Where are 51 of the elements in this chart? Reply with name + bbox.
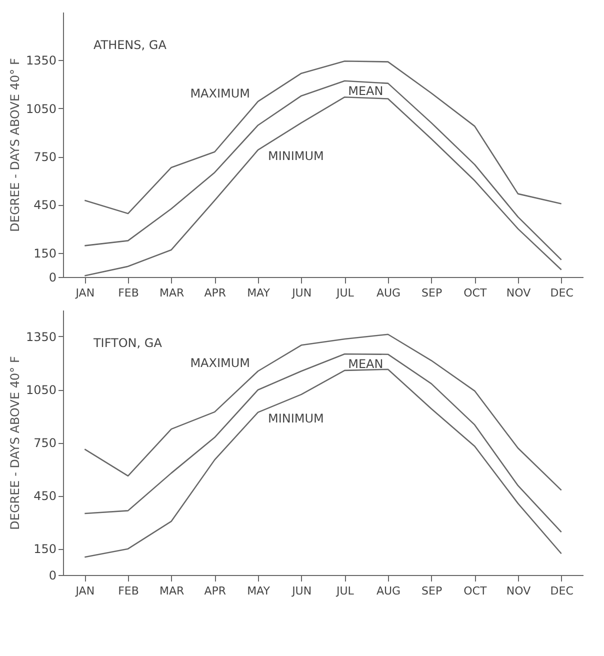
y-tick-label: 1350 — [26, 330, 56, 344]
series-label: MEAN — [348, 356, 384, 371]
x-tick-label: NOV — [506, 286, 532, 300]
x-tick-label: APR — [204, 584, 226, 598]
line-series — [84, 353, 562, 533]
y-tick-label: 1050 — [26, 102, 56, 116]
x-tick-label: MAY — [247, 584, 270, 598]
y-axis-title: DEGREE - DAYS ABOVE 40° F — [8, 58, 22, 232]
x-tick-label: AUG — [376, 286, 401, 300]
x-tick-label: AUG — [376, 584, 401, 598]
x-tick-label: JAN — [74, 286, 95, 300]
line-series — [84, 368, 562, 558]
y-tick-label: 0 — [48, 568, 56, 582]
y-tick-label: 750 — [34, 150, 56, 164]
x-tick-label: NOV — [506, 584, 532, 598]
y-tick-label: 0 — [48, 270, 56, 284]
series-label: MINIMUM — [268, 411, 324, 426]
x-tick-label: FEB — [118, 286, 139, 300]
y-tick-label: 450 — [34, 489, 56, 503]
x-tick-label: SEP — [422, 584, 442, 598]
x-tick-label: OCT — [464, 584, 487, 598]
line-series — [84, 60, 562, 214]
x-tick-label: JUN — [291, 584, 312, 598]
x-tick-label: MAY — [247, 286, 270, 300]
text: TIFTON, GA — [92, 336, 163, 350]
x-tick-label: DEC — [550, 286, 574, 300]
series-label: MAXIMUM — [190, 86, 250, 100]
y-tick-label: 150 — [34, 542, 56, 556]
text: ATHENS, GA — [93, 38, 168, 52]
x-tick-label: SEP — [422, 286, 442, 300]
line-series — [84, 80, 562, 260]
y-tick-label: 450 — [34, 198, 56, 212]
series-label: MEAN — [348, 84, 384, 98]
series-label: MAXIMUM — [190, 356, 250, 370]
y-tick-label: 150 — [34, 246, 56, 260]
y-axis-title: DEGREE - DAYS ABOVE 40° F — [8, 356, 22, 530]
x-tick-label: OCT — [464, 286, 487, 300]
x-tick-label: JAN — [74, 584, 95, 598]
y-tick-label: 750 — [34, 436, 56, 450]
x-tick-label: JUL — [335, 584, 355, 598]
x-tick-label: APR — [204, 286, 226, 300]
y-tick-label: 1050 — [26, 383, 56, 397]
x-tick-label: FEB — [118, 584, 139, 598]
x-tick-label: JUN — [291, 286, 312, 300]
x-tick-label: JUL — [335, 286, 355, 300]
x-tick-label: MAR — [159, 584, 185, 598]
series-label: MINIMUM — [268, 148, 324, 163]
x-tick-label: DEC — [550, 584, 574, 598]
line-series — [84, 334, 562, 491]
y-tick-label: 1350 — [26, 54, 56, 68]
x-tick-label: MAR — [159, 286, 185, 300]
